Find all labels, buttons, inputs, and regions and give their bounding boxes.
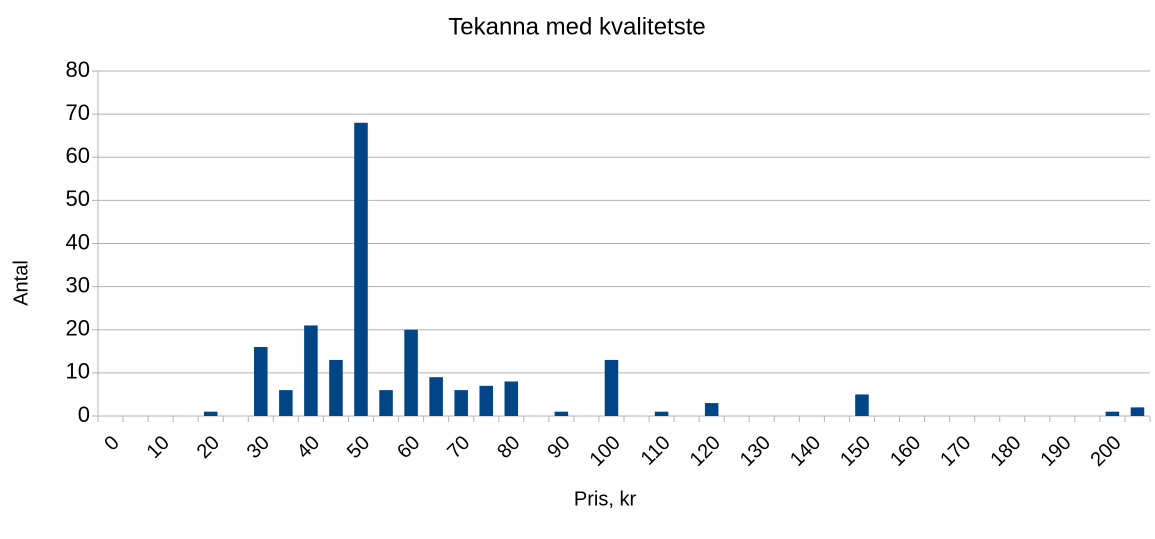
x-tick-label: 140 [786,432,825,471]
y-tick-label: 60 [66,143,90,168]
bar [554,411,569,416]
y-tick-label: 10 [66,359,90,384]
x-tick-label: 110 [637,432,675,470]
bar [654,411,669,416]
bar [203,411,218,416]
y-axis-label: Antal [10,260,32,306]
x-tick-label: 190 [1036,432,1075,471]
y-tick-label: 0 [78,402,90,427]
bar [254,347,268,416]
x-tick-label: 160 [886,432,925,471]
bar [604,359,619,416]
bar [1130,407,1145,416]
x-tick-label: 80 [493,432,524,463]
x-tick-label: 130 [736,432,775,471]
bar [479,385,494,416]
y-tick-label: 50 [66,186,90,211]
y-tick-label: 40 [66,229,90,254]
bar [1105,411,1120,416]
bar [329,359,343,416]
x-tick-label: 70 [443,432,474,463]
x-tick-label: 150 [836,432,875,471]
y-tick-label: 30 [66,272,90,297]
x-tick-label: 0 [100,432,123,455]
bar [454,390,468,416]
bar [279,390,293,416]
x-axis-label: Pris, kr [574,488,637,510]
x-tick-label: 100 [586,432,625,471]
chart-title: Tekanna med kvalitetste [448,13,705,40]
x-tick-label: 120 [686,432,725,471]
bar [504,381,519,416]
bar [704,403,719,416]
bar [379,390,393,416]
x-tick-label: 30 [243,432,274,463]
x-tick-label: 10 [143,432,174,463]
x-tick-label: 20 [193,432,224,463]
bar [429,377,443,416]
x-tick-label: 50 [343,432,374,463]
x-tick-label: 40 [293,432,324,463]
x-tick-label: 180 [986,432,1025,471]
bar [354,122,368,416]
y-tick-label: 20 [66,316,90,341]
bar [304,325,318,416]
y-tick-label: 80 [66,57,90,82]
x-tick-label: 90 [543,432,574,463]
bar [855,394,869,416]
y-tick-label: 70 [66,100,90,125]
bar [404,329,418,416]
x-tick-label: 200 [1087,432,1126,471]
x-tick-label: 170 [936,432,975,471]
x-tick-label: 60 [393,432,424,463]
